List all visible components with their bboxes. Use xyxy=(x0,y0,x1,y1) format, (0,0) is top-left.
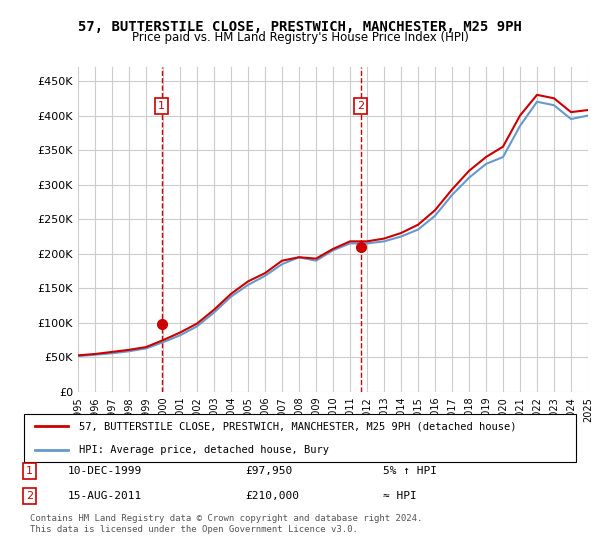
Text: £210,000: £210,000 xyxy=(245,491,299,501)
Text: 5% ↑ HPI: 5% ↑ HPI xyxy=(383,466,437,476)
Text: ≈ HPI: ≈ HPI xyxy=(383,491,416,501)
Text: 2: 2 xyxy=(26,491,33,501)
Text: 57, BUTTERSTILE CLOSE, PRESTWICH, MANCHESTER, M25 9PH (detached house): 57, BUTTERSTILE CLOSE, PRESTWICH, MANCHE… xyxy=(79,421,517,431)
Text: 2: 2 xyxy=(357,101,364,111)
Text: Contains HM Land Registry data © Crown copyright and database right 2024.
This d: Contains HM Land Registry data © Crown c… xyxy=(29,514,422,534)
Text: £97,950: £97,950 xyxy=(245,466,292,476)
Text: 1: 1 xyxy=(158,101,165,111)
Text: 10-DEC-1999: 10-DEC-1999 xyxy=(68,466,142,476)
FancyBboxPatch shape xyxy=(24,414,576,462)
Text: HPI: Average price, detached house, Bury: HPI: Average price, detached house, Bury xyxy=(79,445,329,455)
Text: 1: 1 xyxy=(26,466,33,476)
Text: Price paid vs. HM Land Registry's House Price Index (HPI): Price paid vs. HM Land Registry's House … xyxy=(131,31,469,44)
Text: 15-AUG-2011: 15-AUG-2011 xyxy=(68,491,142,501)
Text: 57, BUTTERSTILE CLOSE, PRESTWICH, MANCHESTER, M25 9PH: 57, BUTTERSTILE CLOSE, PRESTWICH, MANCHE… xyxy=(78,20,522,34)
